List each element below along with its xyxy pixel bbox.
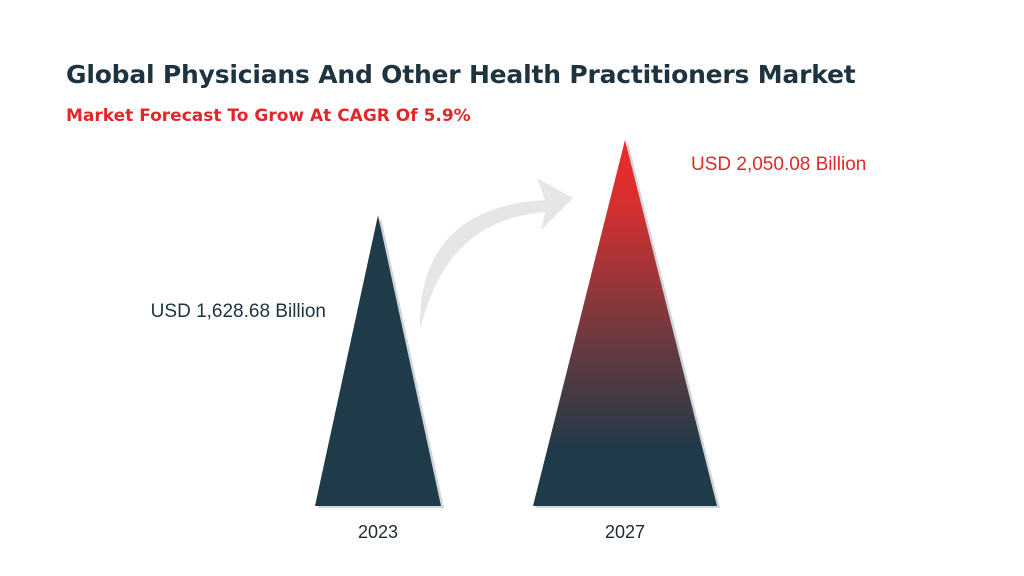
- bar-2023: [315, 215, 441, 507]
- growth-arrow-icon: [419, 178, 573, 330]
- chart-title: Global Physicians And Other Health Pract…: [66, 60, 856, 89]
- data-label-2023: USD 1,628.68 Billion: [151, 301, 326, 322]
- x-tick-label-2027: 2027: [605, 522, 645, 542]
- data-label-2027: USD 2,050.08 Billion: [691, 154, 866, 175]
- bar-2027: [533, 140, 717, 506]
- x-tick-label-2023: 2023: [358, 522, 398, 542]
- chart-subtitle: Market Forecast To Grow At CAGR Of 5.9%: [66, 106, 471, 126]
